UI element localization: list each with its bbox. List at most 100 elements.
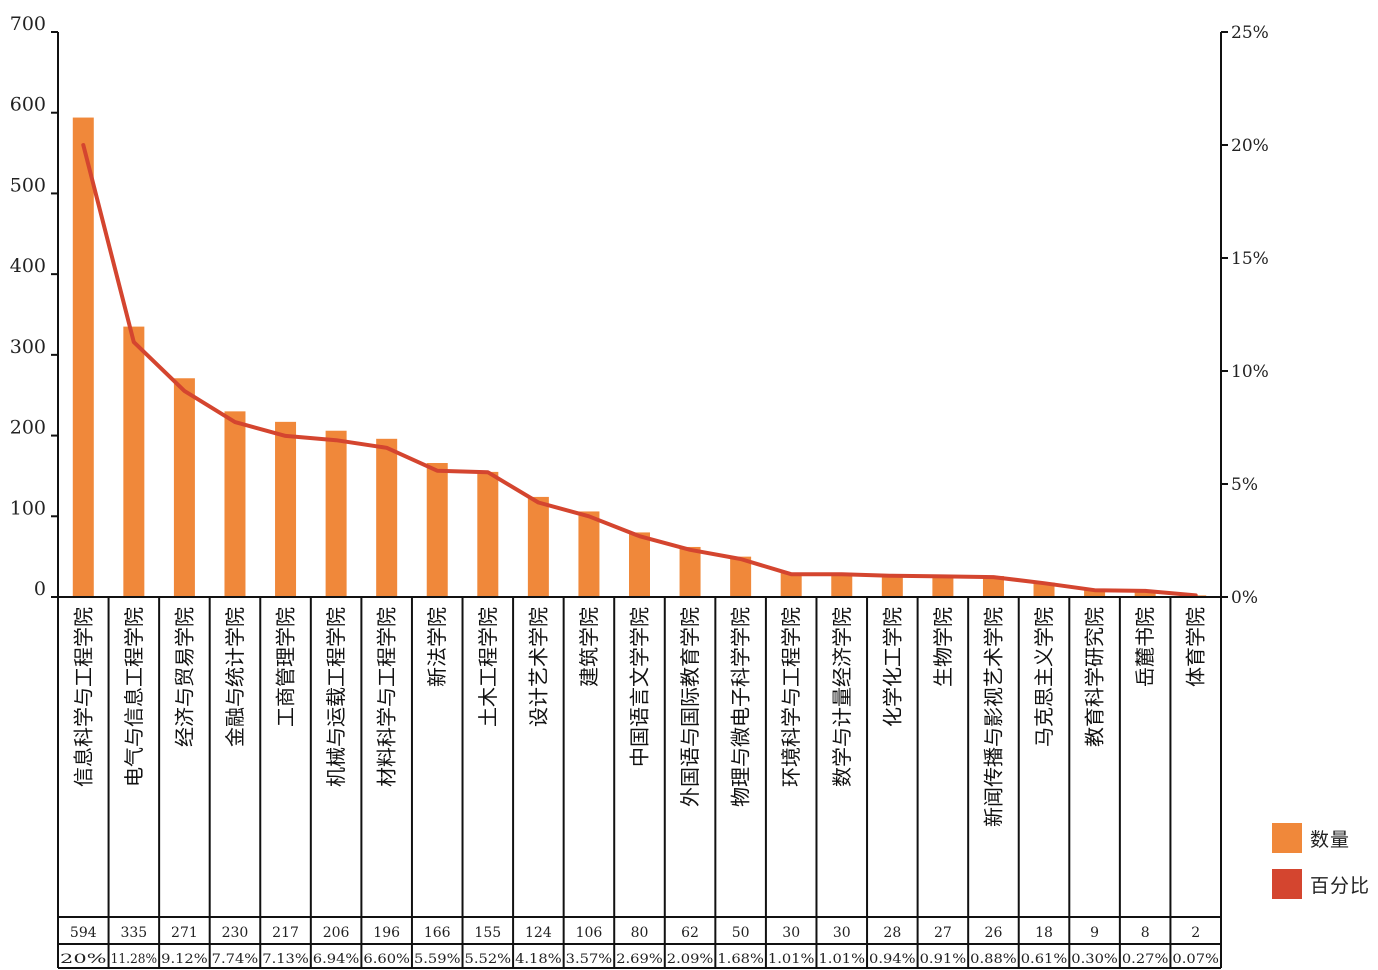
bar (982, 576, 1004, 597)
category-label: 物理与微电子科学学院 (729, 607, 753, 807)
bar (72, 117, 94, 598)
category-label: 数学与计量经济学院 (830, 607, 854, 787)
table-percent-value: 3.57% (566, 952, 613, 967)
percent-line (81, 143, 1198, 598)
category-label: 新法学院 (425, 607, 449, 687)
table-count-value: 271 (171, 925, 198, 941)
category-label: 教育科学研究院 (1083, 607, 1107, 747)
bar (578, 511, 600, 597)
table-count-value: 50 (732, 925, 750, 941)
table-count-value: 106 (576, 925, 603, 941)
left-axis-tick-label: 100 (10, 497, 46, 519)
category-label: 化学化工学院 (880, 607, 904, 727)
table-percent-value: 2.69% (616, 952, 663, 967)
legend-swatch-percent (1272, 869, 1302, 899)
table-percent-value: 7.13% (262, 952, 309, 967)
table-count-value: 230 (222, 925, 249, 941)
right-axis-tick-label: 10% (1231, 362, 1269, 382)
legend-swatch-count (1272, 823, 1302, 853)
table-count-value: 80 (631, 925, 649, 941)
category-label: 金融与统计学院 (223, 607, 247, 747)
table-count-value: 26 (985, 925, 1003, 941)
table-percent-value: 0.07% (1172, 952, 1219, 967)
category-label: 外国语与国际教育学院 (678, 607, 702, 807)
table-count-value: 28 (883, 925, 901, 941)
legend-label-count: 数量 (1310, 828, 1351, 851)
bar (730, 556, 752, 597)
bar (477, 471, 499, 597)
table-count-value: 155 (474, 925, 501, 941)
table-percent-value: 1.01% (818, 952, 865, 967)
left-axis-tick-label: 300 (10, 336, 46, 358)
table-count-value: 206 (323, 925, 350, 941)
bar (426, 463, 448, 597)
table-percent-value: 5.52% (465, 952, 512, 967)
left-axis-tick-label: 700 (10, 13, 46, 35)
left-axis-tick-label: 200 (10, 417, 46, 439)
category-label: 中国语言文学学院 (628, 607, 652, 767)
table-count-value: 30 (833, 925, 851, 941)
legend-item-percent: 百分比 (1272, 868, 1378, 900)
table-percent-value: 11.28% (111, 952, 158, 967)
left-axis-tick-label: 0 (34, 578, 46, 600)
category-label: 岳麓书院 (1133, 607, 1157, 687)
bar (173, 378, 195, 597)
table-percent-value: 6.94% (313, 952, 360, 967)
bar (932, 575, 954, 597)
left-axis-tick-label: 600 (10, 94, 46, 116)
table-percent-value: 20% (60, 952, 107, 967)
right-axis: 0% 5% 10% 15% 20% 25% (1220, 23, 1269, 608)
table-count-value: 196 (373, 925, 400, 941)
category-label: 马克思主义学院 (1032, 607, 1056, 747)
table-percent-value: 0.88% (970, 952, 1017, 967)
bar (831, 572, 853, 597)
table-percent-value: 0.30% (1071, 952, 1118, 967)
right-axis-tick-label: 0% (1231, 588, 1258, 608)
category-label: 新闻传播与影视艺术学院 (982, 607, 1006, 827)
bar (1134, 590, 1156, 597)
bar (224, 411, 246, 597)
legend: 数量 百分比 (1272, 822, 1378, 914)
right-axis-tick-label: 5% (1231, 475, 1258, 495)
bar (123, 326, 145, 597)
category-label: 体育学院 (1184, 607, 1208, 687)
legend-label-percent: 百分比 (1310, 874, 1371, 897)
legend-item-count: 数量 (1272, 822, 1378, 854)
table-count-value: 166 (424, 925, 451, 941)
table-count-value: 124 (525, 925, 552, 941)
bar (1033, 582, 1055, 597)
table-percent-value: 7.74% (212, 952, 259, 967)
table-count-value: 9 (1090, 925, 1099, 941)
table-percent-value: 0.91% (920, 952, 967, 967)
category-label: 环境科学与工程学院 (779, 607, 803, 787)
bar (275, 421, 297, 597)
table-count-value: 27 (934, 925, 952, 941)
bar (881, 574, 903, 597)
table-count-value: 18 (1035, 925, 1053, 941)
data-table: 信息科学与工程学院 电气与信息工程学院 经济与贸易学院 金融与统计学院 工商管理学院 机械… (57, 596, 1222, 969)
category-label: 设计艺术学院 (526, 607, 550, 727)
table-count-value: 30 (782, 925, 800, 941)
table-percent-value: 0.94% (869, 952, 916, 967)
bar-series (72, 117, 1207, 598)
bar (679, 546, 701, 597)
category-label: 经济与贸易学院 (172, 607, 196, 747)
table-percent-value: 5.59% (414, 952, 461, 967)
table-percent-value: 0.61% (1021, 952, 1068, 967)
left-axis: 0 100 200 300 400 500 600 700 (10, 13, 59, 600)
category-label: 机械与运载工程学院 (324, 607, 348, 787)
table-percent-value: 1.01% (768, 952, 815, 967)
table-percent-value: 1.68% (717, 952, 764, 967)
table-percent-value: 4.18% (515, 952, 562, 967)
category-label: 信息科学与工程学院 (71, 607, 95, 787)
table-count-value: 8 (1141, 925, 1150, 941)
bar (527, 496, 549, 597)
left-axis-tick-label: 500 (10, 174, 46, 196)
table-percent-value: 6.60% (363, 952, 410, 967)
bar (325, 430, 347, 597)
table-percent-value: 2.09% (667, 952, 714, 967)
table-count-value: 2 (1191, 925, 1200, 941)
bar (629, 532, 650, 597)
percent-line-series (81, 143, 1198, 598)
table-percent-value: 0.27% (1122, 952, 1169, 967)
